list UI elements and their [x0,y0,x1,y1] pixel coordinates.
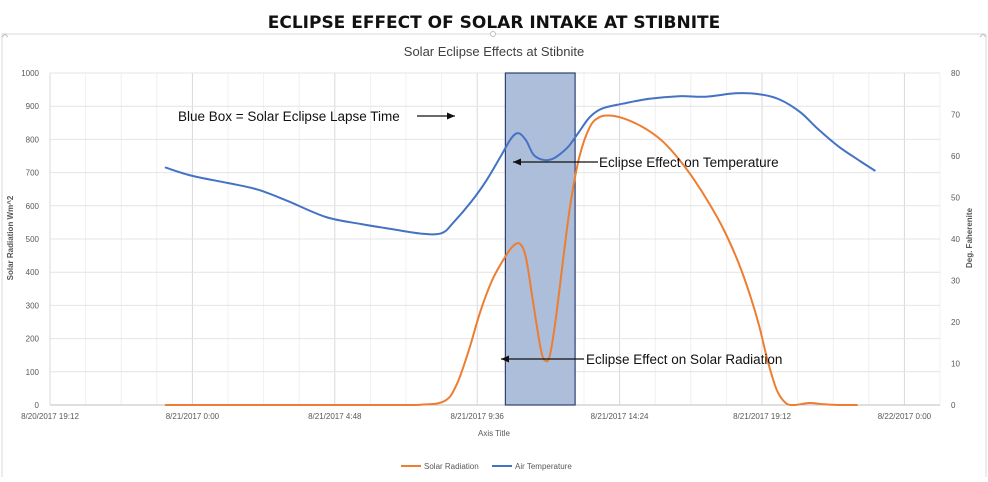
chart-title: Solar Eclipse Effects at Stibnite [404,44,584,59]
y2-tick-label: 10 [951,360,960,369]
y2-tick-label: 60 [951,152,960,161]
x-axis-title: Axis Title [478,429,511,438]
y-tick-label: 1000 [21,69,39,78]
eclipse-window-box [504,72,576,406]
y-tick-label: 300 [26,301,40,310]
series-layer [164,92,876,407]
series-line-air-temperature [164,92,876,236]
series-line-solar-radiation [164,114,858,407]
y2-tick-label: 40 [951,235,960,244]
y2-tick-label: 20 [951,318,960,327]
y2-tick-label: 80 [951,69,960,78]
x-tick-label: 8/20/2017 19:12 [21,412,79,421]
eclipse-window-layer [504,72,576,406]
y-tick-label: 400 [26,268,40,277]
x-tick-label: 8/21/2017 14:24 [591,412,649,421]
legend-label-solar-radiation: Solar Radiation [424,462,479,471]
y2-tick-label: 30 [951,277,960,286]
y-tick-label: 500 [26,235,40,244]
x-tick-label: 8/21/2017 19:12 [733,412,791,421]
y-tick-label: 700 [26,169,40,178]
left-axis-tick-labels: 0 100 200 300 400 500 600 700 800 900 1000 [21,69,39,410]
right-axis-tick-labels: 0 10 20 30 40 50 60 70 80 [951,69,960,410]
y2-axis-label: Deg. Faherenite [965,207,974,268]
annotations: Blue Box = Solar Eclipse Lapse Time Ecli… [178,109,782,367]
y-tick-label: 100 [26,368,40,377]
x-axis-tick-labels: 8/20/2017 19:12 8/21/2017 0:00 8/21/2017 4… [21,412,932,421]
y-tick-label: 900 [26,102,40,111]
legend: Solar Radiation Air Temperature [401,462,572,471]
chart-area-frame [1,31,987,477]
x-tick-label: 8/21/2017 9:36 [451,412,505,421]
x-tick-label: 8/21/2017 0:00 [166,412,220,421]
y-tick-label: 600 [26,202,40,211]
x-tick-label: 8/21/2017 4:48 [308,412,362,421]
y2-tick-label: 0 [951,401,956,410]
temperature-annotation-label: Eclipse Effect on Temperature [599,155,779,170]
y-axis-label: Solar Radiation Wm^2 [6,195,15,280]
y-tick-label: 200 [26,335,40,344]
page-title: ECLIPSE EFFECT OF SOLAR INTAKE AT STIBNI… [268,13,721,33]
y2-tick-label: 70 [951,111,960,120]
radiation-annotation-label: Eclipse Effect on Solar Radiation [586,352,782,367]
legend-label-air-temperature: Air Temperature [515,462,572,471]
eclipse-window-label: Blue Box = Solar Eclipse Lapse Time [178,109,400,124]
x-tick-label: 8/22/2017 0:00 [878,412,932,421]
y-tick-label: 0 [35,401,40,410]
y2-tick-label: 50 [951,194,960,203]
y-tick-label: 800 [26,135,40,144]
